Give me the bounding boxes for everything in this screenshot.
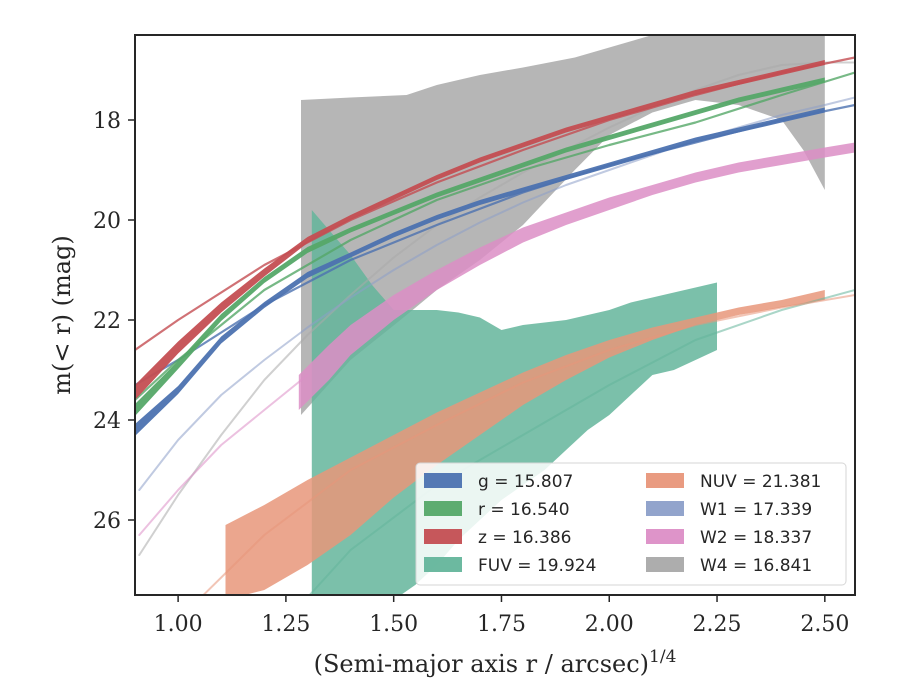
series-band-nuv xyxy=(225,290,825,595)
series-model-w2 xyxy=(138,374,309,536)
legend-swatch-r xyxy=(424,501,462,516)
ticks-layer: 1.00 1.25 1.50 1.75 2.00 2.25 2.50 18 20 22 24 26 xyxy=(93,109,849,637)
legend-swatch-g xyxy=(424,473,462,488)
series-model-g xyxy=(135,103,855,387)
legend-label-fuv: FUV = 19.924 xyxy=(478,556,596,576)
legend-label-g: g = 15.807 xyxy=(478,472,573,492)
legend-swatch-nuv xyxy=(646,473,684,488)
x-tick-label: 2.50 xyxy=(800,612,849,637)
y-tick-label: 24 xyxy=(93,409,121,434)
series-model-w1 xyxy=(138,96,855,491)
legend-swatch-w1 xyxy=(646,501,684,516)
series-model-r xyxy=(135,71,855,402)
x-tick-label: 2.00 xyxy=(585,612,634,637)
x-tick-label: 1.75 xyxy=(477,612,526,637)
series-band-w4 xyxy=(301,35,825,415)
legend-label-w2: W2 = 18.337 xyxy=(700,528,812,548)
legend-swatch-fuv xyxy=(424,557,462,572)
legend-frame xyxy=(415,462,847,586)
series-model-nuv xyxy=(202,294,855,595)
legend-label-z: z = 16.386 xyxy=(478,528,571,548)
legend-label-w4: W4 = 16.841 xyxy=(700,556,812,576)
plot-frame xyxy=(134,34,856,596)
legend-label-w1: W1 = 17.339 xyxy=(700,500,812,520)
y-tick-label: 26 xyxy=(93,509,121,534)
legend: g = 15.807 r = 16.540 z = 16.386 FUV = 19.9… xyxy=(415,462,847,586)
series-model-z xyxy=(135,56,855,352)
legend-swatch-w2 xyxy=(646,529,684,544)
series-model-w4 xyxy=(138,61,855,556)
legend-label-nuv: NUV = 21.381 xyxy=(700,472,821,492)
x-tick-label: 1.00 xyxy=(154,612,203,637)
x-tick-label: 2.25 xyxy=(693,612,742,637)
y-tick-label: 18 xyxy=(93,109,121,134)
legend-label-r: r = 16.540 xyxy=(478,500,570,520)
x-tick-label: 1.50 xyxy=(369,612,418,637)
series-model-fuv xyxy=(308,289,855,595)
x-axis-label: (Semi-major axis r / arcsec)1/4 xyxy=(314,647,677,678)
data-layer xyxy=(135,35,855,595)
y-axis-label: m(< r) (mag) xyxy=(48,235,76,394)
legend-swatch-z xyxy=(424,529,462,544)
y-tick-label: 22 xyxy=(93,309,121,334)
x-tick-label: 1.25 xyxy=(261,612,310,637)
legend-swatch-w4 xyxy=(646,557,684,572)
y-tick-label: 20 xyxy=(93,209,121,234)
